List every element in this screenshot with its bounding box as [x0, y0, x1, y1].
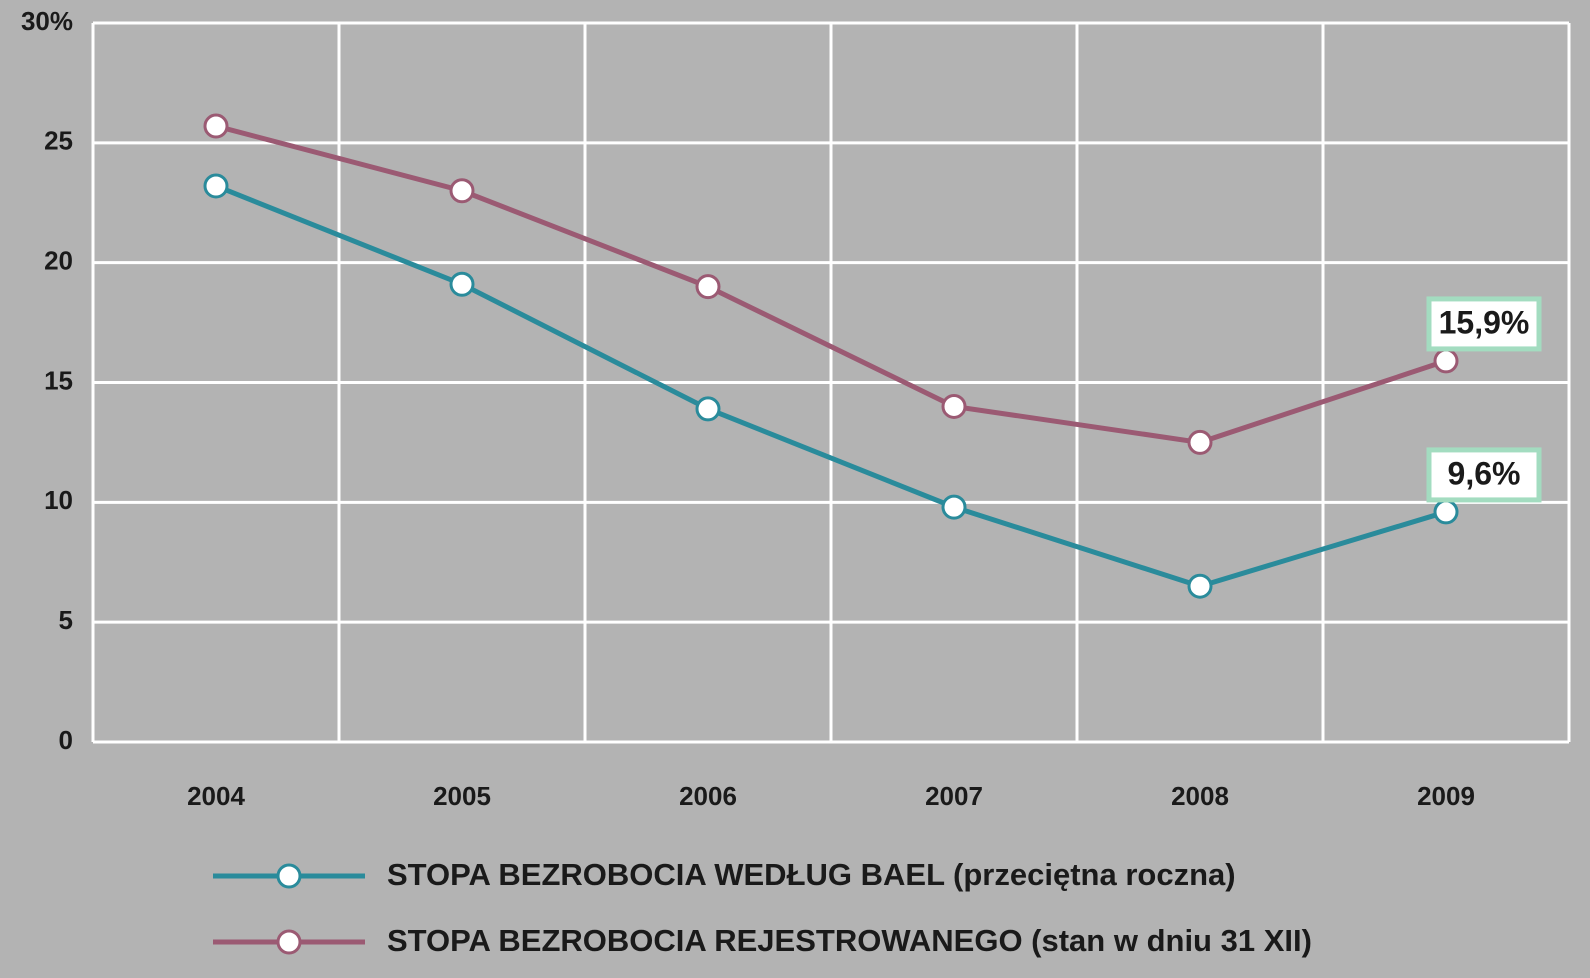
- x-tick-label: 2008: [1171, 781, 1229, 811]
- y-tick-label: 0: [59, 725, 73, 755]
- data-point: [1433, 499, 1459, 525]
- series-line: [215, 123, 1447, 445]
- y-tick-label: 5: [59, 605, 73, 635]
- data-point: [449, 178, 475, 204]
- x-tick-label: 2006: [679, 781, 737, 811]
- value-label: 15,9%: [1439, 304, 1530, 340]
- data-point: [1187, 429, 1213, 455]
- value-label-box: [1426, 447, 1542, 503]
- x-tick-label: 2004: [187, 781, 245, 811]
- data-point: [941, 494, 967, 520]
- y-tick-label: 10: [44, 485, 73, 515]
- y-tick-label: 15: [44, 365, 73, 395]
- legend-marker: [276, 929, 302, 955]
- data-point: [695, 396, 721, 422]
- y-tick-label: 20: [44, 246, 73, 276]
- data-point: [941, 393, 967, 419]
- x-tick-label: 2007: [925, 781, 983, 811]
- y-tick-label: 30%: [21, 6, 73, 36]
- data-point: [1187, 573, 1213, 599]
- data-point: [449, 271, 475, 297]
- x-tick-label: 2009: [1417, 781, 1475, 811]
- x-tick-label: 2005: [433, 781, 491, 811]
- data-point: [1433, 348, 1459, 374]
- data-point: [695, 274, 721, 300]
- series-line: [215, 183, 1447, 589]
- data-point: [203, 173, 229, 199]
- value-label: 9,6%: [1448, 455, 1521, 491]
- data-point: [203, 113, 229, 139]
- legend-marker: [276, 863, 302, 889]
- value-label-box: [1426, 296, 1542, 352]
- y-tick-label: 25: [44, 126, 73, 156]
- legend-label: STOPA BEZROBOCIA WEDŁUG BAEL (przeciętna…: [387, 857, 1236, 892]
- legend-label: STOPA BEZROBOCIA REJESTROWANEGO (stan w …: [387, 923, 1312, 958]
